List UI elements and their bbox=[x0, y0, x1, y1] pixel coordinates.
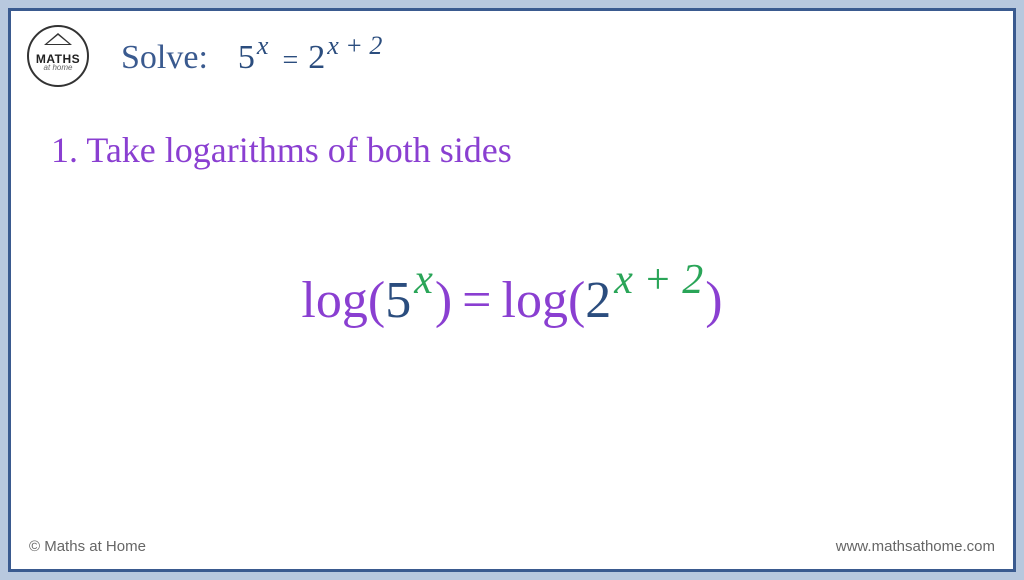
lhs-exponent: x bbox=[257, 31, 269, 61]
log-left: log bbox=[301, 272, 367, 329]
main-equation: log(5x)=log(2x + 2) bbox=[11, 271, 1013, 330]
house-roof-icon bbox=[44, 33, 72, 45]
logo-badge: MATHS at home bbox=[27, 25, 89, 87]
footer-copyright: © Maths at Home bbox=[29, 538, 146, 555]
rhs-base: 2 bbox=[308, 39, 325, 77]
footer-url: www.mathsathome.com bbox=[836, 538, 995, 555]
main-lhs-base: 5 bbox=[385, 272, 411, 329]
step-instruction: 1. Take logarithms of both sides bbox=[51, 129, 512, 171]
logo-line2: at home bbox=[44, 64, 73, 72]
main-lhs-exp: x bbox=[414, 257, 433, 303]
open-paren-left: ( bbox=[368, 272, 385, 329]
main-equals: = bbox=[462, 272, 491, 329]
solve-label: Solve: bbox=[121, 39, 208, 77]
rhs-exponent: x + 2 bbox=[327, 31, 382, 61]
equals-sign: = bbox=[282, 45, 298, 77]
header-equation: 5 x = 2 x + 2 bbox=[238, 39, 386, 77]
close-paren-left: ) bbox=[435, 272, 452, 329]
main-rhs-exp: x + 2 bbox=[614, 257, 703, 303]
main-rhs-base: 2 bbox=[585, 272, 611, 329]
open-paren-right: ( bbox=[568, 272, 585, 329]
close-paren-right: ) bbox=[705, 272, 722, 329]
log-right: log bbox=[502, 272, 568, 329]
lhs-base: 5 bbox=[238, 39, 255, 77]
inner-border: MATHS at home Solve: 5 x = 2 x + 2 1. Ta… bbox=[8, 8, 1016, 572]
problem-header: Solve: 5 x = 2 x + 2 bbox=[121, 39, 386, 77]
